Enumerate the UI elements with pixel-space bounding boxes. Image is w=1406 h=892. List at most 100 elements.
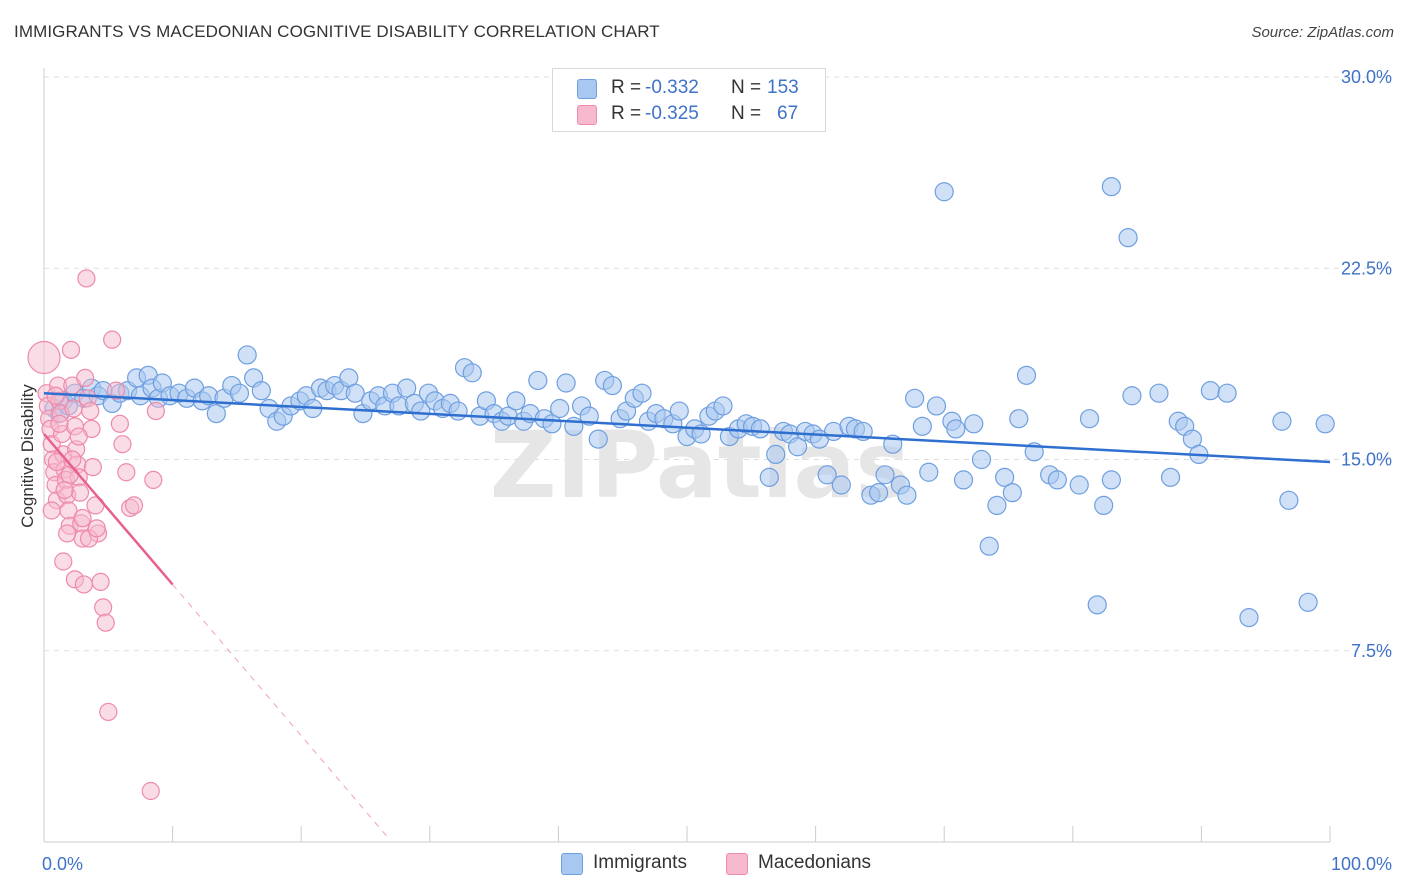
macedonians-point xyxy=(124,496,144,515)
immigrants-point xyxy=(1239,607,1259,628)
x-tick-label: 0.0% xyxy=(42,854,83,874)
immigrants-point xyxy=(237,345,257,365)
legend-n-label: N = xyxy=(731,103,762,124)
macedonians-point xyxy=(46,386,65,405)
immigrants-point xyxy=(206,404,226,424)
immigrants-point xyxy=(979,536,999,556)
y-tick-label: 22.5% xyxy=(1341,258,1392,278)
bottom-legend-label: Immigrants xyxy=(593,852,687,873)
immigrants-point xyxy=(946,419,966,439)
immigrants-point xyxy=(953,470,974,490)
immigrants-point xyxy=(919,462,939,482)
immigrants-point xyxy=(1009,409,1029,429)
legend-r-label: R = xyxy=(611,77,642,98)
legend-n-value: 67 xyxy=(777,103,799,124)
immigrants-point xyxy=(251,381,271,401)
immigrants-point xyxy=(750,419,770,439)
immigrants-point xyxy=(1101,177,1121,197)
immigrants-trend-line xyxy=(43,391,1331,464)
macedonians-point xyxy=(113,435,132,454)
macedonians-point xyxy=(73,509,92,528)
immigrants-point xyxy=(831,475,851,495)
macedonians-points xyxy=(27,269,165,801)
macedonians-point xyxy=(60,465,79,484)
y-axis-label: Cognitive Disability xyxy=(18,384,37,528)
immigrants-point xyxy=(713,396,733,416)
macedonians-point xyxy=(141,781,160,801)
macedonians-point xyxy=(83,458,102,477)
immigrants-point xyxy=(602,375,623,396)
source-label: Source: ZipAtlas.com xyxy=(1251,24,1394,41)
immigrants-point xyxy=(345,383,365,403)
y-tick-label: 15.0% xyxy=(1341,450,1392,470)
immigrants-point xyxy=(448,401,468,421)
immigrants-point xyxy=(869,483,889,503)
immigrants-point xyxy=(787,437,808,457)
immigrants-point xyxy=(1122,386,1142,406)
immigrants-point xyxy=(1315,414,1335,434)
immigrants-point xyxy=(995,467,1015,487)
x-tick-label: 100.0% xyxy=(1331,854,1392,874)
immigrants-point xyxy=(1298,592,1318,612)
axes xyxy=(43,68,1331,843)
immigrants-point xyxy=(1079,409,1100,429)
macedonians-point xyxy=(96,613,115,632)
macedonians-point xyxy=(106,381,126,400)
immigrants-point xyxy=(632,383,652,403)
immigrants-points xyxy=(44,177,1335,628)
immigrants-point xyxy=(229,383,250,403)
macedonians-point xyxy=(54,552,73,571)
macedonians-point xyxy=(94,598,113,617)
immigrants-point xyxy=(759,467,779,487)
immigrants-point xyxy=(934,182,954,202)
trend-lines xyxy=(43,391,1331,838)
immigrants-point xyxy=(1272,411,1292,431)
legend-swatch-immigrants xyxy=(577,79,597,99)
immigrants-point xyxy=(579,406,599,426)
macedonians-point xyxy=(144,470,163,489)
legend-n-label: N = xyxy=(731,77,762,98)
bottom-legend-swatch-immigrants xyxy=(561,853,583,875)
macedonians-trend-line xyxy=(43,433,174,586)
y-tick-label: 7.5% xyxy=(1351,641,1392,661)
immigrants-point xyxy=(1069,475,1089,495)
macedonians-point xyxy=(70,483,90,502)
immigrants-point xyxy=(1101,470,1121,490)
immigrants-point xyxy=(1094,495,1114,515)
macedonians-point xyxy=(27,340,61,375)
legend-r-value: -0.332 xyxy=(645,77,699,98)
immigrants-point xyxy=(397,378,417,398)
immigrants-point xyxy=(1016,365,1037,385)
macedonians-point xyxy=(87,519,106,538)
immigrants-point xyxy=(971,449,992,470)
immigrants-point xyxy=(556,373,576,393)
chart-title: IMMIGRANTS VS MACEDONIAN COGNITIVE DISAB… xyxy=(14,22,660,41)
immigrants-point xyxy=(1047,470,1067,490)
immigrants-point xyxy=(964,414,984,434)
macedonians-point xyxy=(61,340,81,359)
legend-r-value: -0.325 xyxy=(645,103,699,124)
immigrants-point xyxy=(875,465,895,485)
immigrants-point xyxy=(926,396,947,416)
immigrants-point xyxy=(1149,383,1169,403)
immigrants-point xyxy=(550,398,570,419)
immigrants-point xyxy=(506,391,526,411)
legend-box: R = -0.332 N = 153 R = -0.325 N = 67 xyxy=(552,68,826,132)
macedonians-point xyxy=(50,414,69,433)
bottom-legend-label: Macedonians xyxy=(758,852,872,873)
immigrants-point xyxy=(987,495,1007,515)
immigrants-point xyxy=(905,388,925,408)
immigrants-point xyxy=(1279,490,1299,510)
immigrants-point xyxy=(1118,228,1138,248)
y-tick-labels: 7.5% 15.0% 22.5% 30.0% xyxy=(1341,67,1392,661)
macedonians-point xyxy=(55,481,74,500)
macedonians-point xyxy=(64,399,83,418)
y-tick-label: 30.0% xyxy=(1341,67,1392,87)
immigrants-point xyxy=(817,465,837,485)
macedonians-point xyxy=(81,401,100,421)
legend-swatch-macedonians xyxy=(577,105,597,125)
macedonians-point xyxy=(103,330,122,349)
legend-row-immigrants: R = -0.332 N = 153 xyxy=(553,75,825,101)
immigrants-point xyxy=(1160,467,1181,487)
